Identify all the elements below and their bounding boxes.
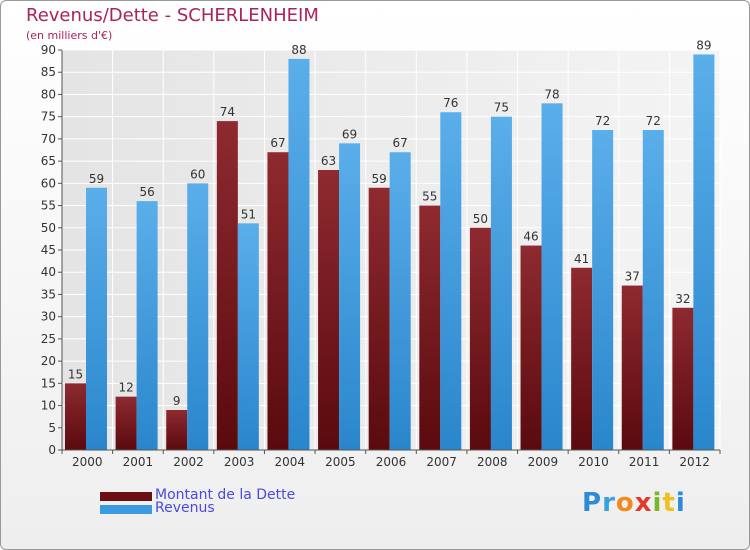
y-tick-label: 60	[41, 176, 56, 190]
bar-dette	[672, 307, 694, 450]
data-label: 76	[443, 96, 458, 110]
data-label: 15	[68, 367, 83, 381]
x-tick-label: 2010	[578, 455, 609, 469]
data-label: 50	[473, 212, 488, 226]
data-label: 37	[625, 270, 640, 284]
bar-revenus	[86, 187, 107, 450]
bar-dette	[571, 267, 593, 450]
data-label: 67	[270, 136, 285, 150]
bar-dette	[166, 410, 188, 450]
bar-revenus	[541, 103, 563, 450]
bar-revenus	[389, 152, 411, 450]
x-tick-label: 2012	[679, 455, 710, 469]
y-tick-label: 40	[41, 265, 56, 279]
bar-dette	[115, 396, 137, 450]
legend-swatch-dette	[100, 492, 152, 501]
bar-dette	[318, 170, 340, 450]
chart-title: Revenus/Dette - SCHERLENHEIM	[26, 5, 319, 26]
y-tick-label: 25	[41, 332, 56, 346]
bar-dette	[368, 187, 390, 450]
data-label: 75	[494, 101, 509, 115]
y-tick-label: 35	[41, 287, 56, 301]
y-tick-label: 20	[41, 354, 56, 368]
data-label: 32	[675, 292, 690, 306]
y-tick-label: 15	[41, 376, 56, 390]
chart-subtitle: (en milliers d'€)	[26, 29, 113, 42]
data-label: 55	[422, 190, 437, 204]
data-label: 60	[190, 167, 205, 181]
data-label: 63	[321, 154, 336, 168]
bar-revenus	[693, 54, 715, 450]
bar-revenus	[136, 201, 158, 450]
data-label: 88	[291, 43, 306, 57]
data-label: 69	[342, 127, 357, 141]
y-tick-label: 0	[48, 443, 56, 457]
bar-revenus	[490, 116, 512, 451]
y-tick-label: 45	[41, 243, 56, 257]
y-tick-label: 90	[41, 43, 56, 57]
data-label: 46	[523, 230, 538, 244]
legend-label-dette: Montant de la Dette	[155, 487, 296, 503]
data-label: 12	[118, 381, 133, 395]
data-label: 59	[89, 172, 104, 186]
x-tick-label: 2009	[528, 455, 559, 469]
bar-revenus	[440, 112, 462, 450]
proxiti-logo: Proxiti	[582, 488, 686, 518]
x-tick-label: 2002	[173, 455, 204, 469]
bar-revenus	[642, 130, 664, 450]
data-label: 74	[220, 105, 235, 119]
y-tick-label: 50	[41, 221, 56, 235]
y-tick-label: 75	[41, 110, 56, 124]
x-tick-label: 2004	[274, 455, 305, 469]
y-tick-label: 85	[41, 65, 56, 79]
legend-swatch-revenus	[100, 505, 152, 514]
x-tick-label: 2006	[376, 455, 407, 469]
x-tick-label: 2003	[224, 455, 255, 469]
bar-revenus	[339, 143, 361, 451]
bar-revenus	[288, 58, 310, 451]
x-tick-label: 2011	[629, 455, 660, 469]
x-tick-label: 2001	[123, 455, 154, 469]
bar-dette	[419, 205, 441, 450]
bar-dette	[520, 245, 542, 450]
legend-label-revenus: Revenus	[155, 500, 215, 516]
data-label: 78	[544, 87, 559, 101]
y-tick-label: 80	[41, 87, 56, 101]
data-label: 56	[139, 185, 154, 199]
bar-dette	[65, 383, 86, 450]
data-label: 72	[595, 114, 610, 128]
x-tick-label: 2008	[477, 455, 508, 469]
bar-revenus	[237, 223, 259, 450]
y-tick-label: 65	[41, 154, 56, 168]
data-label: 51	[241, 207, 256, 221]
data-label: 59	[372, 172, 387, 186]
bar-dette	[216, 121, 238, 450]
data-label: 41	[574, 252, 589, 266]
bar-dette	[621, 285, 643, 450]
x-tick-label: 2000	[72, 455, 103, 469]
bar-dette	[469, 227, 491, 450]
bar-revenus	[187, 183, 209, 451]
bar-revenus	[592, 130, 614, 450]
x-tick-label: 2005	[325, 455, 356, 469]
data-label: 89	[696, 38, 711, 52]
data-label: 72	[646, 114, 661, 128]
y-tick-label: 70	[41, 132, 56, 146]
y-tick-label: 5	[48, 421, 56, 435]
y-tick-label: 10	[41, 399, 56, 413]
data-label: 67	[393, 136, 408, 150]
bar-dette	[267, 152, 289, 450]
y-tick-label: 55	[41, 199, 56, 213]
y-tick-label: 30	[41, 310, 56, 324]
data-label: 9	[173, 394, 181, 408]
x-tick-label: 2007	[426, 455, 457, 469]
